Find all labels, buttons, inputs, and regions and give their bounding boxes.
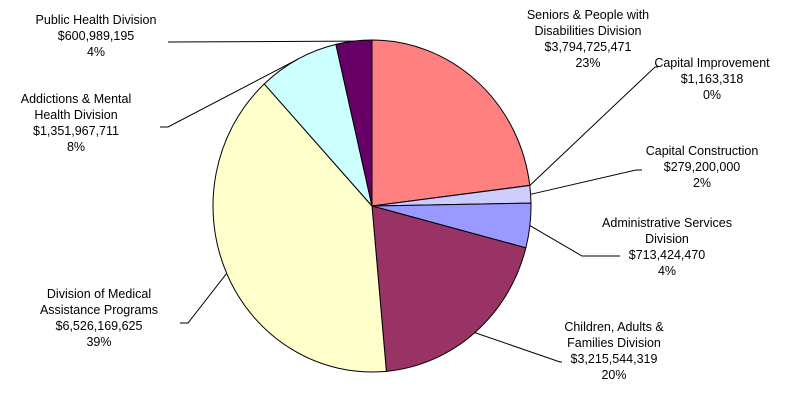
leader-line xyxy=(168,40,354,43)
slice-label: Children, Adults & Families Division $3,21… xyxy=(564,320,664,382)
pie-slice xyxy=(335,39,373,207)
pie-slice xyxy=(371,39,531,207)
leader-line xyxy=(530,169,642,195)
slice-label: Division of Medical Assistance Programs $6… xyxy=(40,287,158,349)
leader-line xyxy=(180,272,228,324)
pie-slice xyxy=(371,205,527,372)
slice-label: Administrative Services Division $713,424,… xyxy=(602,216,732,278)
leader-line xyxy=(529,225,620,257)
leader-line xyxy=(529,66,658,186)
slice-label: Capital Improvement $1,163,318 0% xyxy=(654,56,770,102)
slice-label: Capital Construction $279,200,000 2% xyxy=(646,144,759,190)
pie-slice xyxy=(212,83,387,373)
leader-line xyxy=(474,332,562,363)
slice-label: Seniors & People with Disabilities Divisi… xyxy=(527,8,649,70)
slice-label: Addictions & Mental Health Division $1,351… xyxy=(21,92,131,154)
slice-label: Public Health Division $600,989,195 4% xyxy=(36,13,157,59)
leader-line xyxy=(160,58,298,128)
